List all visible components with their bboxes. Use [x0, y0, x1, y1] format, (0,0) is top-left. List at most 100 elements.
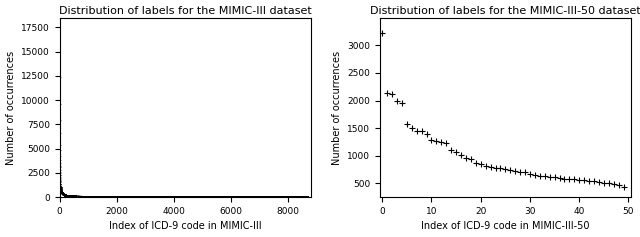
Point — [132, 195, 142, 199]
Point — [247, 195, 257, 199]
Point — [178, 195, 188, 199]
Point — [212, 195, 223, 199]
Point — [269, 195, 279, 199]
Point — [110, 195, 120, 199]
Point — [185, 195, 195, 199]
Point — [83, 195, 93, 199]
Point — [221, 195, 231, 199]
Point — [163, 195, 173, 199]
Point — [235, 195, 245, 199]
Point — [163, 195, 173, 199]
Point — [195, 195, 205, 199]
Point — [292, 195, 302, 199]
Point — [220, 195, 230, 199]
Point — [243, 195, 253, 199]
Point — [289, 195, 300, 199]
Point — [188, 195, 198, 199]
Point — [150, 195, 160, 199]
Point — [93, 195, 103, 199]
Point — [130, 195, 140, 199]
Point — [257, 195, 268, 199]
Point — [270, 195, 280, 199]
Point — [119, 195, 129, 199]
Point — [242, 195, 252, 199]
Point — [268, 195, 278, 199]
Point — [268, 195, 278, 199]
Point — [198, 195, 208, 199]
Point — [298, 195, 308, 199]
Point — [200, 195, 210, 199]
Point — [68, 195, 78, 198]
Point — [70, 195, 80, 198]
Point — [180, 195, 191, 199]
Point — [116, 195, 126, 199]
Point — [261, 195, 271, 199]
Point — [56, 190, 67, 194]
Point — [81, 195, 92, 199]
Point — [232, 195, 242, 199]
Point — [111, 195, 121, 199]
Point — [246, 195, 257, 199]
Point — [74, 195, 84, 199]
Point — [166, 195, 177, 199]
Point — [252, 195, 262, 199]
Point — [214, 195, 225, 199]
Point — [178, 195, 188, 199]
Point — [250, 195, 260, 199]
Point — [164, 195, 175, 199]
Point — [177, 195, 188, 199]
Point — [159, 195, 170, 199]
Point — [189, 195, 199, 199]
Point — [200, 195, 211, 199]
Point — [115, 195, 125, 199]
Point — [231, 195, 241, 199]
Point — [166, 195, 176, 199]
Point — [301, 195, 312, 199]
Point — [122, 195, 132, 199]
Point — [223, 195, 233, 199]
Point — [179, 195, 189, 199]
Point — [107, 195, 117, 199]
Point — [79, 195, 90, 199]
Point — [180, 195, 191, 199]
Point — [130, 195, 140, 199]
Point — [184, 195, 194, 199]
Point — [289, 195, 300, 199]
Point — [78, 195, 88, 199]
Point — [291, 195, 301, 199]
Point — [300, 195, 310, 199]
Point — [86, 195, 97, 199]
Point — [132, 195, 143, 199]
Point — [129, 195, 140, 199]
Point — [223, 195, 234, 199]
Point — [132, 195, 142, 199]
Point — [179, 195, 189, 199]
Point — [240, 195, 250, 199]
Point — [127, 195, 138, 199]
Point — [189, 195, 200, 199]
Point — [76, 195, 86, 199]
Point — [262, 195, 273, 199]
Point — [76, 195, 86, 199]
Point — [148, 195, 159, 199]
Point — [191, 195, 201, 199]
Point — [207, 195, 218, 199]
Point — [216, 195, 227, 199]
Point — [152, 195, 162, 199]
Point — [56, 184, 66, 188]
Point — [289, 195, 299, 199]
Point — [75, 195, 85, 199]
Point — [99, 195, 109, 199]
Point — [61, 194, 71, 197]
Point — [128, 195, 138, 199]
Point — [226, 195, 236, 199]
Point — [137, 195, 147, 199]
Point — [60, 193, 70, 197]
Point — [149, 195, 159, 199]
Point — [106, 195, 116, 199]
Point — [237, 195, 248, 199]
Point — [273, 195, 284, 199]
Point — [184, 195, 195, 199]
Point — [248, 195, 258, 199]
Point — [147, 195, 157, 199]
